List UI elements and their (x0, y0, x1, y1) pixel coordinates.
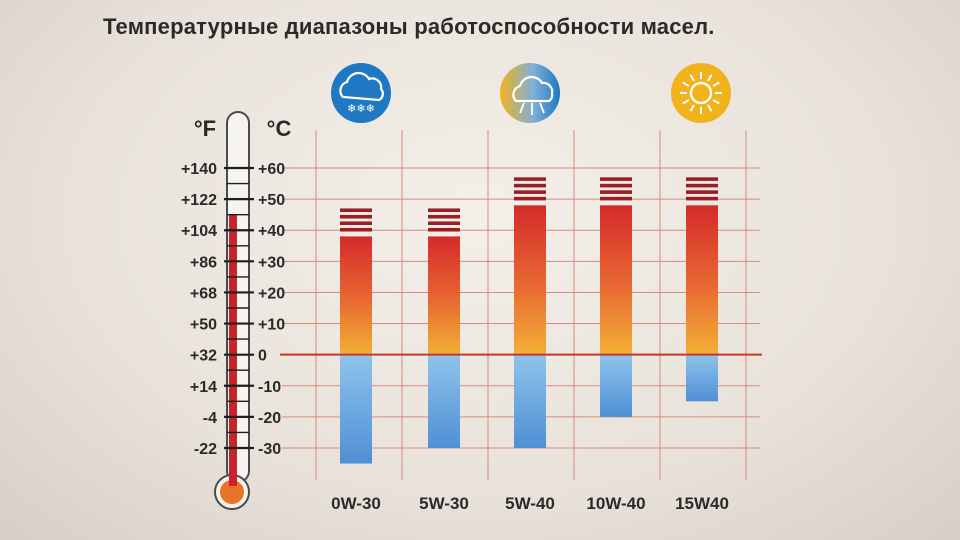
bar-series (340, 177, 718, 464)
bar-cold-10W-40 (600, 354, 632, 417)
fahrenheit-tick-label: +122 (181, 192, 217, 209)
bar-cold-5W-30 (428, 354, 460, 448)
bar-stripe-5W-40 (514, 196, 546, 201)
bar-stripe-0W-30 (340, 227, 372, 232)
fahrenheit-tick-labels: +140 +122 +104 +86 +68 +50 +32 +14 -4 -22 (181, 161, 217, 458)
fahrenheit-tick-label: +14 (190, 379, 217, 396)
bar-stripe-10W-40 (600, 177, 632, 181)
bar-hot-0W-30 (340, 236, 372, 355)
sun-ray (712, 99, 720, 105)
fahrenheit-tick-label: +32 (190, 348, 217, 365)
cloud-sun-icon (500, 63, 560, 123)
bar-stripe-5W-40 (514, 177, 546, 181)
bar-stripe-10W-40 (600, 190, 632, 194)
sun-ray (689, 74, 695, 82)
category-label: 5W-40 (505, 494, 555, 513)
fahrenheit-tick-label: +86 (190, 254, 217, 271)
celsius-tick-label: +30 (258, 254, 285, 271)
bar-hot-5W-40 (514, 205, 546, 355)
bar-stripe-15W40 (686, 177, 718, 181)
bar-stripe-15W40 (686, 183, 718, 188)
bar-stripe-15W40 (686, 190, 718, 194)
bar-stripe-10W-40 (600, 183, 632, 188)
fahrenheit-tick-label: +68 (190, 285, 217, 302)
celsius-unit-label: °C (267, 116, 292, 141)
celsius-tick-label: +40 (258, 223, 285, 240)
bar-hot-5W-30 (428, 236, 460, 355)
celsius-tick-labels: +60 +50 +40 +30 +20 +10 0 -10 -20 -30 (258, 161, 285, 458)
svg-text:❄❄❄: ❄❄❄ (347, 102, 375, 115)
sun-ray (707, 104, 713, 112)
bar-stripe-0W-30 (340, 208, 372, 213)
celsius-tick-label: +20 (258, 285, 285, 302)
category-label: 0W-30 (331, 494, 381, 513)
celsius-tick-label: +50 (258, 192, 285, 209)
category-label: 15W40 (675, 494, 729, 513)
chart-title: Температурные диапазоны работоспособност… (103, 14, 715, 39)
celsius-tick-label: +60 (258, 161, 285, 178)
bar-stripe-10W-40 (600, 196, 632, 201)
thermometer-mercury (229, 214, 237, 486)
bar-cold-15W40 (686, 354, 718, 402)
sun-ray (689, 104, 695, 112)
fahrenheit-tick-label: +50 (190, 317, 217, 334)
bar-stripe-5W-40 (514, 190, 546, 194)
fahrenheit-tick-label: +140 (181, 161, 217, 178)
fahrenheit-tick-label: -22 (194, 441, 217, 458)
thermometer-bulb-fill (220, 480, 244, 504)
celsius-tick-label: -30 (258, 441, 281, 458)
fahrenheit-unit-label: °F (194, 116, 216, 141)
celsius-tick-label: +10 (258, 317, 285, 334)
sun-ray (682, 81, 690, 87)
thermometer-ticks (224, 166, 254, 450)
snow-cloud-icon: ❄❄❄ (331, 63, 391, 123)
fahrenheit-tick-label: +104 (181, 223, 217, 240)
category-label: 5W-30 (419, 494, 469, 513)
celsius-tick-label: -10 (258, 379, 281, 396)
bar-hot-15W40 (686, 205, 718, 355)
bar-stripe-5W-30 (428, 208, 460, 213)
bar-cold-0W-30 (340, 354, 372, 464)
sun-ray (707, 74, 713, 82)
category-label: 10W-40 (586, 494, 645, 513)
sun-ray (682, 99, 690, 105)
sun-icon (671, 63, 731, 123)
celsius-tick-label: 0 (258, 348, 267, 365)
category-labels: 0W-30 5W-30 5W-40 10W-40 15W40 (331, 494, 729, 513)
bar-stripe-5W-30 (428, 221, 460, 226)
thermometer (214, 111, 250, 510)
bar-stripe-15W40 (686, 196, 718, 201)
bar-stripe-5W-40 (514, 183, 546, 188)
bar-stripe-0W-30 (340, 214, 372, 219)
fahrenheit-tick-label: -4 (203, 410, 217, 427)
bar-stripe-5W-30 (428, 227, 460, 232)
bar-cold-5W-40 (514, 354, 546, 448)
bar-stripe-5W-30 (428, 214, 460, 219)
celsius-tick-label: -20 (258, 410, 281, 427)
sun-ray (712, 81, 720, 87)
bar-hot-10W-40 (600, 205, 632, 355)
bar-stripe-0W-30 (340, 221, 372, 226)
